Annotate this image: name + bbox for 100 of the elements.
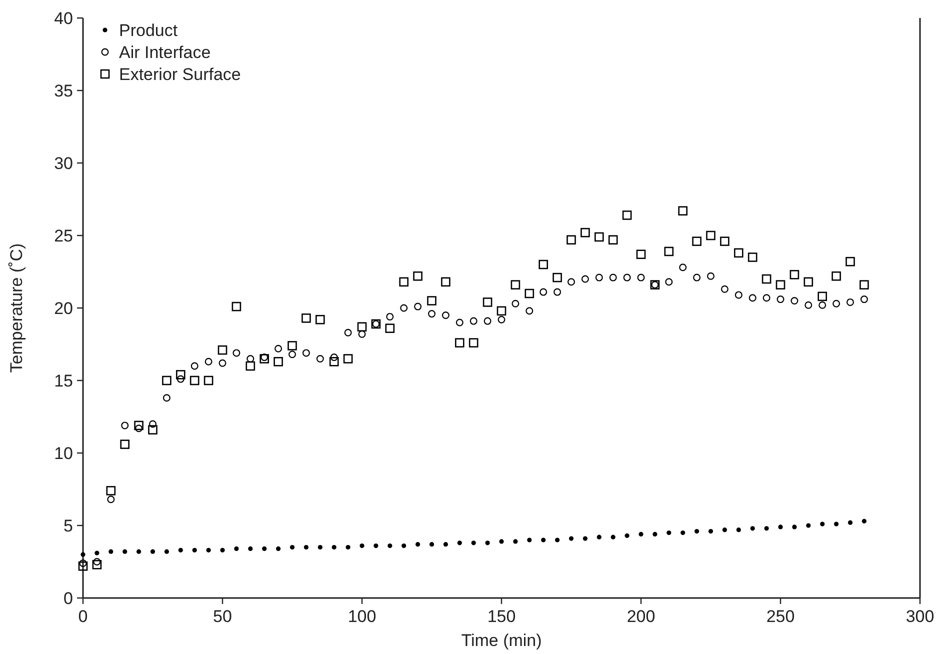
point: [330, 354, 338, 362]
point: [734, 291, 742, 299]
point: [343, 354, 353, 364]
point: [149, 420, 156, 428]
point: [665, 278, 673, 286]
point: [192, 548, 197, 552]
point: [246, 361, 256, 371]
y-axis-title: Temperature (˚C): [7, 243, 26, 373]
y-tick-label: 30: [54, 154, 73, 173]
point: [708, 529, 714, 534]
point: [302, 349, 310, 357]
point: [276, 546, 281, 551]
point: [176, 370, 186, 380]
x-tick-label: 150: [487, 607, 516, 626]
point: [582, 536, 588, 541]
point: [862, 518, 866, 524]
point: [288, 341, 297, 350]
point: [471, 540, 476, 546]
point: [555, 538, 560, 542]
point: [610, 534, 616, 540]
point: [860, 280, 869, 290]
point: [804, 301, 812, 309]
point: [204, 358, 212, 366]
point: [664, 246, 674, 256]
x-tick-label: 300: [906, 607, 934, 626]
point: [818, 301, 826, 309]
point: [736, 528, 741, 532]
y-tick-label: 35: [54, 81, 73, 100]
point: [776, 296, 784, 304]
point: [680, 530, 686, 536]
point: [470, 317, 478, 325]
point: [399, 277, 408, 287]
y-tick-label: 20: [54, 298, 73, 318]
legend-label: Product: [119, 20, 178, 40]
point: [332, 544, 336, 550]
point: [443, 542, 448, 547]
point: [748, 294, 756, 302]
point: [385, 324, 395, 333]
point: [122, 549, 128, 554]
point: [93, 558, 101, 566]
point: [762, 274, 772, 284]
point: [580, 228, 590, 238]
point: [750, 526, 755, 531]
point: [820, 522, 825, 526]
point: [318, 544, 322, 550]
point: [190, 362, 198, 370]
point: [720, 285, 728, 293]
point: [552, 272, 562, 282]
y-tick-label: 10: [54, 444, 73, 463]
point: [429, 542, 434, 547]
point: [94, 550, 100, 556]
point: [288, 350, 296, 358]
point: [134, 420, 144, 430]
point: [150, 549, 156, 554]
point: [106, 486, 116, 496]
point: [190, 376, 200, 386]
point: [414, 302, 422, 310]
point: [832, 271, 841, 281]
y-tick-label: 5: [64, 516, 73, 536]
point: [162, 394, 170, 402]
point: [678, 206, 688, 216]
point: [402, 544, 406, 548]
point: [637, 274, 645, 282]
point: [624, 533, 630, 538]
point: [834, 522, 839, 526]
y-tick-label: 0: [64, 588, 73, 608]
point: [135, 424, 143, 432]
point: [344, 328, 352, 336]
point: [218, 359, 226, 367]
point: [498, 316, 506, 324]
point: [566, 235, 576, 244]
x-tick-label: 100: [348, 607, 376, 626]
point: [679, 264, 687, 272]
point: [595, 274, 603, 282]
point: [512, 300, 520, 308]
point: [692, 236, 702, 246]
point: [148, 425, 158, 434]
point: [346, 544, 350, 550]
point: [164, 549, 169, 554]
point: [706, 230, 716, 240]
point: [260, 354, 269, 364]
point: [455, 338, 464, 348]
point: [554, 288, 562, 296]
x-axis-title: Time (min): [461, 631, 542, 650]
point: [441, 277, 450, 287]
point: [818, 292, 827, 302]
point: [694, 529, 700, 534]
point: [568, 536, 574, 541]
point: [457, 540, 462, 546]
point: [513, 539, 518, 544]
point: [609, 274, 617, 282]
point: [290, 544, 295, 550]
point: [136, 549, 142, 554]
point: [413, 271, 422, 281]
point: [848, 520, 853, 525]
point: [162, 376, 172, 386]
point: [623, 274, 631, 282]
point: [636, 250, 646, 259]
point: [232, 349, 240, 357]
point: [121, 422, 129, 430]
